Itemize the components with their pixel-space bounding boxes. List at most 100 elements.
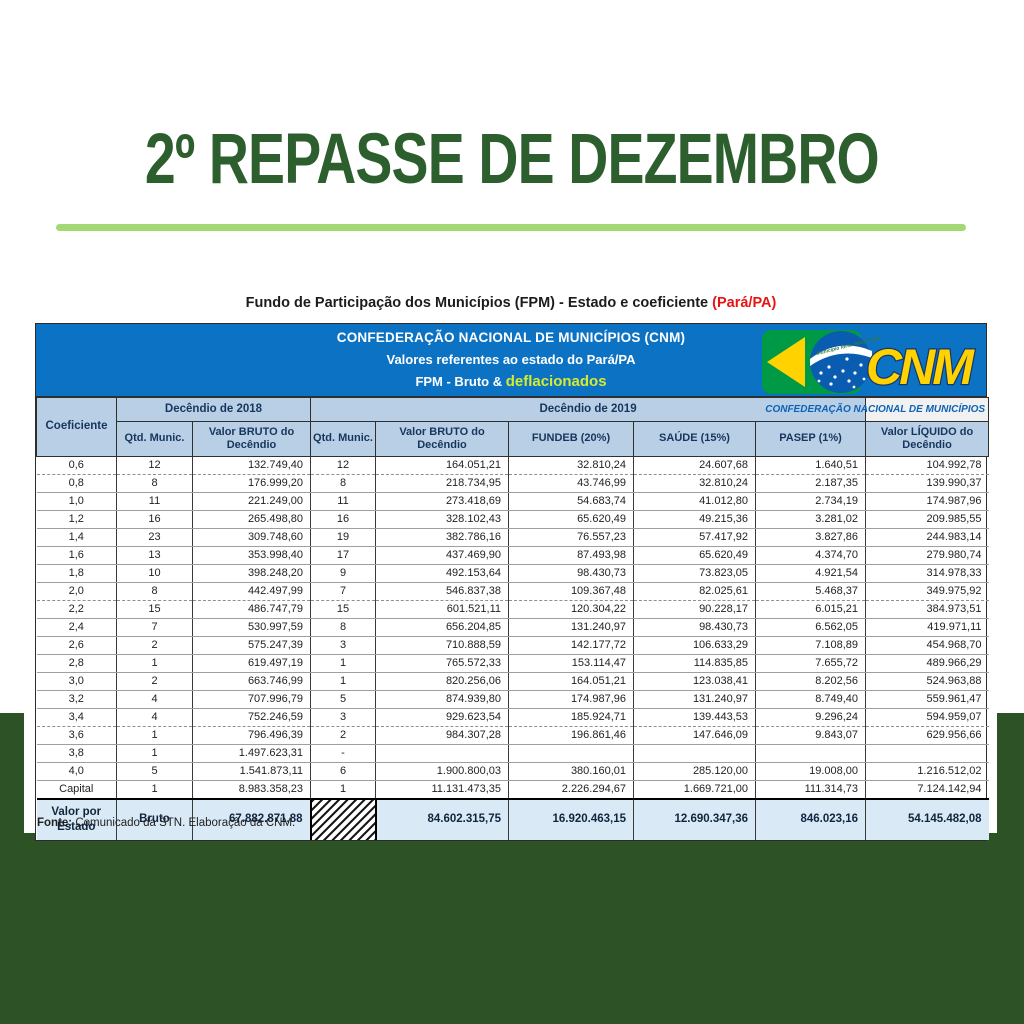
cell: 619.497,19 [192,654,311,673]
column-header: Valor BRUTO do Decêndio [192,421,311,457]
cell: 8.202,56 [754,672,866,691]
total-label: Valor por Estado [36,798,117,840]
cell: 8 [116,582,193,601]
cell: 3,6 [36,726,117,745]
cell: 131.240,97 [508,618,634,637]
logo-caption-cell: CONFEDERAÇÃO NACIONAL DE MUNICÍPIOS [765,397,990,422]
cell: 1 [116,726,193,745]
cell: 1,8 [36,564,117,583]
cell: 147.646,09 [633,726,756,745]
cell: 15 [116,600,193,619]
table-row: 1,6 13 353.998,40 17 437.469,90 87.493,98 65.6… [36,546,989,565]
cell: 196.861,46 [508,726,634,745]
cell: 492.153,64 [375,564,509,583]
cell: 8 [116,474,193,493]
cell: 104.992,78 [865,456,989,475]
cell: 153.114,47 [508,654,634,673]
cell: 1.900.800,03 [375,762,509,781]
cell: 3.281,02 [754,510,866,529]
cell: 1,0 [36,492,117,511]
cell: 3.827,86 [754,528,866,547]
cell: 349.975,92 [865,582,989,601]
cell: 1,2 [36,510,117,529]
cell: 65.620,49 [633,546,756,565]
cell: 1 [310,672,376,691]
hatched-cell [309,798,377,840]
cell: 380.160,01 [508,762,634,781]
brazil-flag-icon: Município forte. Brasil forte [762,330,881,394]
cell: 486.747,79 [192,600,311,619]
cell: 984.307,28 [375,726,509,745]
cell: 17 [310,546,376,565]
cell: 7.655,72 [754,654,866,673]
cell: 8.749,40 [754,690,866,709]
fpm-caption-text: Fundo de Participação dos Municípios (FP… [245,295,713,311]
cell: 123.038,41 [633,672,756,691]
cell: 4 [116,690,193,709]
cnm-logo: Município forte. Brasil forte CNM [759,329,985,395]
cell: 707.996,79 [192,690,311,709]
cell: 1,6 [36,546,117,565]
cell: 2,8 [36,654,117,673]
cell: 209.985,55 [865,510,989,529]
table-row: 3,2 4 707.996,79 5 874.939,80 174.987,96 131.2… [36,690,989,709]
cell: 32.810,24 [508,456,634,475]
fpm-table: Coeficiente Decêndio de 2018 Decêndio de… [36,397,990,840]
table-row: 1,8 10 398.248,20 9 492.153,64 98.430,73 73.82… [36,564,989,583]
cell: 16 [116,510,193,529]
cell: 106.633,29 [633,636,756,655]
table-body: 0,6 12 132.749,40 12 164.051,21 32.810,24 24.6… [36,456,989,840]
source-note: Fonte: Comunicado da STN. Elaboração da … [37,817,295,829]
cell: - [310,744,376,763]
cell: 419.971,11 [865,618,989,637]
cell: 1.541.873,11 [192,762,311,781]
cell: 874.939,80 [375,690,509,709]
cell: 273.418,69 [375,492,509,511]
cell: 0,8 [36,474,117,493]
cnm-banner: CONFEDERAÇÃO NACIONAL DE MUNICÍPIOS (CNM… [36,324,986,397]
cell [633,744,756,763]
column-header-row: Qtd. Munic. Valor BRUTO do Decêndio Qtd.… [37,421,990,457]
cell [508,744,634,763]
table-row: Capital 1 8.983.358,23 1 11.131.473,35 2.226.… [36,780,989,800]
cell: 19 [310,528,376,547]
cell: 398.248,20 [192,564,311,583]
cell: 82.025,61 [633,582,756,601]
banner-line-3-prefix: FPM - Bruto & [415,373,506,389]
banner-line-1: CONFEDERAÇÃO NACIONAL DE MUNICÍPIOS (CNM… [336,330,686,346]
cell: 575.247,39 [192,636,311,655]
total-saude: 12.690.347,36 [633,798,756,840]
cell: 221.249,00 [192,492,311,511]
cell: 16 [310,510,376,529]
cell: 174.987,96 [508,690,634,709]
cell [754,744,866,763]
cell: 2.226.294,67 [508,780,634,800]
cell: 1 [116,780,193,800]
cell: 710.888,59 [375,636,509,655]
cell: 65.620,49 [508,510,634,529]
table-row: 3,8 1 1.497.623,31- [36,744,989,763]
total-mode: Bruto [116,798,193,840]
table-row: 3,0 2 663.746,99 1 820.256,06 164.051,21 123.0… [36,672,989,691]
table-row: 0,8 8 176.999,20 8 218.734,95 43.746,99 32.810… [36,474,989,493]
cell: 265.498,80 [192,510,311,529]
cell: 12 [310,456,376,475]
column-header: Valor BRUTO do Decêndio [375,421,509,457]
cell: 218.734,95 [375,474,509,493]
cell: 54.683,74 [508,492,634,511]
fpm-caption: Fundo de Participação dos Municípios (FP… [35,295,987,311]
page-title-text: 2º REPASSE DE DEZEMBRO [145,117,880,198]
cell: 11 [116,492,193,511]
cell: 131.240,97 [633,690,756,709]
cell: 41.012,80 [633,492,756,511]
source-label: Fonte: [37,817,73,829]
cell: 164.051,21 [375,456,509,475]
cell: 530.997,59 [192,618,311,637]
cell: 384.973,51 [865,600,989,619]
cell: 9 [310,564,376,583]
cell: 13 [116,546,193,565]
corner-header-cell: Coeficiente [36,397,117,457]
cell: 285.120,00 [633,762,756,781]
cell: 9.843,07 [754,726,866,745]
cell: 8 [310,474,376,493]
